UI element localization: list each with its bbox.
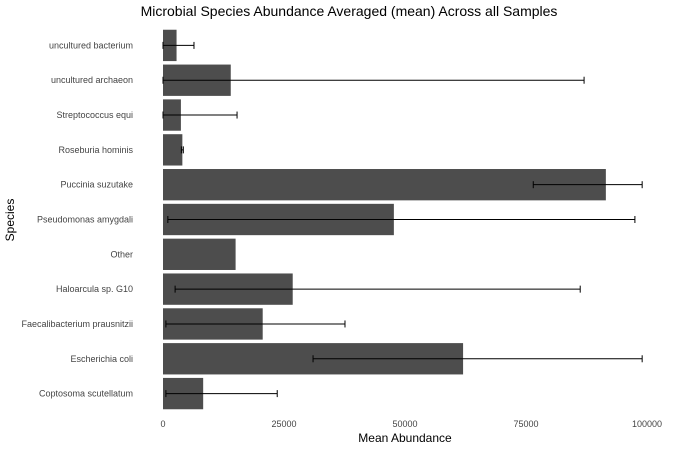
y-tick-label: Puccinia suzutake [60,180,133,190]
error-bar [167,216,636,223]
y-tick-label: Streptococcus equi [56,110,133,120]
y-tick-label: Coptosoma scutellatum [39,389,133,399]
bar [163,238,236,270]
y-tick-label: Haloarcula sp. G10 [56,284,133,294]
y-tick-label: uncultured archaeon [51,75,133,85]
y-tick-label: Escherichia coli [70,354,133,364]
error-bar [532,181,643,189]
error-bar [165,390,278,398]
error-bar [162,111,238,119]
x-tick-label: 100000 [632,419,662,429]
x-tick-label: 50000 [392,419,417,429]
x-tick-labels: 0 25000 50000 75000 100000 [160,419,662,429]
error-bar [162,41,195,49]
y-tick-label: uncultured bacterium [49,40,133,50]
y-tick-label: Roseburia hominis [58,145,133,155]
y-tick-labels: uncultured bacterium uncultured archaeon S… [21,40,133,398]
x-tick-label: 75000 [513,419,538,429]
x-axis-title: Mean Abundance [358,431,452,445]
bar [163,134,183,166]
error-bar [180,146,184,154]
chart-title: Microbial Species Abundance Averaged (me… [141,3,558,19]
y-axis-title: Species [3,199,17,242]
y-tick-label: Pseudomonas amygdali [37,215,133,225]
x-tick-label: 0 [160,419,165,429]
bars-layer [162,29,643,410]
error-bar [312,355,643,363]
error-bar [162,76,585,84]
y-tick-label: Other [110,249,133,259]
error-bar [174,285,581,293]
error-bar [165,320,346,328]
y-tick-label: Faecalibacterium prausnitzii [21,319,133,329]
x-tick-label: 25000 [271,419,296,429]
bar [163,169,606,201]
